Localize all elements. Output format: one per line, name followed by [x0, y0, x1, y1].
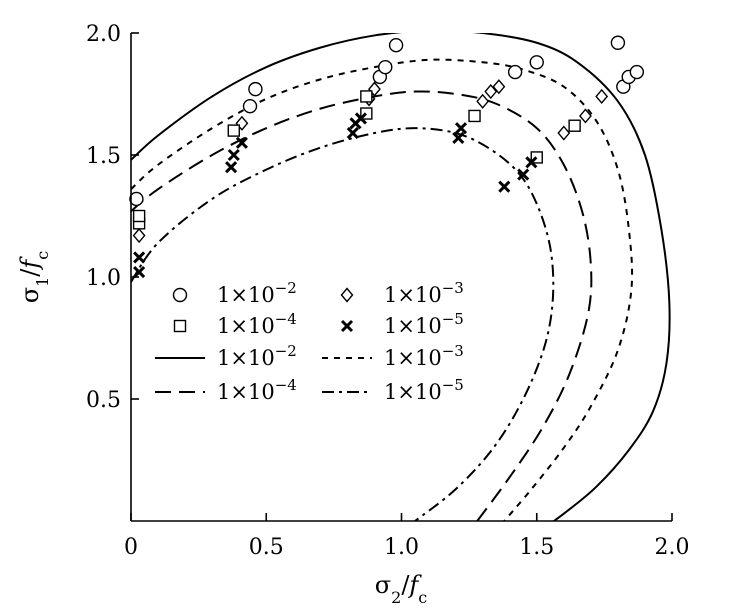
- legend-label: 1×10−2: [217, 279, 297, 307]
- legend-item: 1×10−2: [172, 279, 297, 307]
- point-square: [227, 124, 240, 137]
- point-x: [227, 148, 240, 162]
- point-x: [346, 126, 359, 140]
- point-x: [454, 122, 468, 135]
- y-tick-label: 1.0: [86, 266, 121, 291]
- legend: 1×10−2 1×10−3 1×10−4 1×10−5 1×10−2 1×10−3 1×10…: [155, 279, 464, 404]
- point-circle: [388, 38, 404, 53]
- x-axis-label: σ2/fc: [375, 571, 428, 607]
- point-x: [452, 131, 465, 144]
- legend-item: 1×10−2: [155, 342, 297, 370]
- curve-short: [131, 58, 634, 521]
- point-circle: [129, 191, 144, 207]
- point-circle: [242, 98, 258, 114]
- point-x: [133, 251, 146, 264]
- point-circle: [529, 55, 544, 70]
- point-diamond: [492, 79, 506, 95]
- y-tick-label: 2.0: [86, 22, 121, 47]
- point-square: [468, 109, 481, 123]
- legend-diamond-marker: [340, 287, 354, 303]
- legend-item: 1×10−3: [340, 279, 464, 307]
- legend-label: 1×10−3: [384, 342, 464, 370]
- point-diamond: [557, 125, 571, 141]
- point-square: [530, 151, 543, 164]
- x-tick-label: 1.0: [384, 535, 419, 560]
- data-points: [129, 35, 645, 279]
- curve-solid: [131, 33, 671, 521]
- point-x: [498, 180, 511, 193]
- point-x: [525, 156, 538, 169]
- point-square: [360, 107, 373, 120]
- point-diamond: [484, 83, 498, 100]
- point-square: [568, 119, 581, 132]
- point-diamond: [132, 227, 146, 244]
- fit-curves: [131, 33, 671, 521]
- point-x: [225, 161, 238, 174]
- legend-label: 1×10−3: [384, 279, 464, 307]
- legend-item: 1×10−3: [322, 342, 464, 370]
- legend-label: 1×10−5: [384, 376, 464, 404]
- x-tick-label: 0.5: [249, 535, 284, 560]
- point-diamond: [476, 93, 490, 109]
- x-tick-label: 1.5: [519, 535, 554, 560]
- y-tick-label: 0.5: [86, 388, 121, 413]
- legend-square-marker: [173, 319, 187, 333]
- legend-item: 1×10−4: [173, 310, 297, 338]
- point-x: [133, 266, 146, 279]
- y-axis-label: σ1/fc: [16, 251, 52, 304]
- point-x: [517, 168, 530, 181]
- point-circle: [378, 59, 393, 75]
- point-square: [360, 90, 373, 103]
- point-x: [354, 112, 367, 125]
- point-circle: [507, 64, 523, 80]
- point-circle: [629, 64, 645, 80]
- legend-item: 1×10−5: [322, 376, 464, 404]
- legend-label: 1×10−4: [217, 310, 297, 338]
- legend-item: 1×10−5: [340, 310, 464, 338]
- legend-label: 1×10−2: [217, 342, 297, 370]
- point-diamond: [579, 108, 592, 124]
- point-diamond: [595, 88, 609, 105]
- point-circle: [248, 81, 263, 97]
- legend-label: 1×10−5: [384, 310, 464, 338]
- legend-circle-marker: [172, 287, 188, 303]
- point-circle: [610, 35, 626, 50]
- point-square: [132, 209, 146, 223]
- legend-item: 1×10−4: [155, 376, 297, 404]
- legend-x-marker: [340, 319, 354, 333]
- curve-dashdot: [131, 127, 555, 521]
- legend-label: 1×10−4: [217, 376, 297, 404]
- y-tick-label: 1.5: [86, 144, 121, 169]
- curve-long: [131, 90, 593, 521]
- point-x: [235, 136, 248, 149]
- x-tick-label: 2.0: [655, 535, 690, 560]
- axes: 0 0.5 1.0 1.5 2.0 0.5 1.0 1.5 2.0 σ2/fc σ1/fc: [16, 22, 690, 607]
- x-tick-label: 0: [124, 535, 138, 560]
